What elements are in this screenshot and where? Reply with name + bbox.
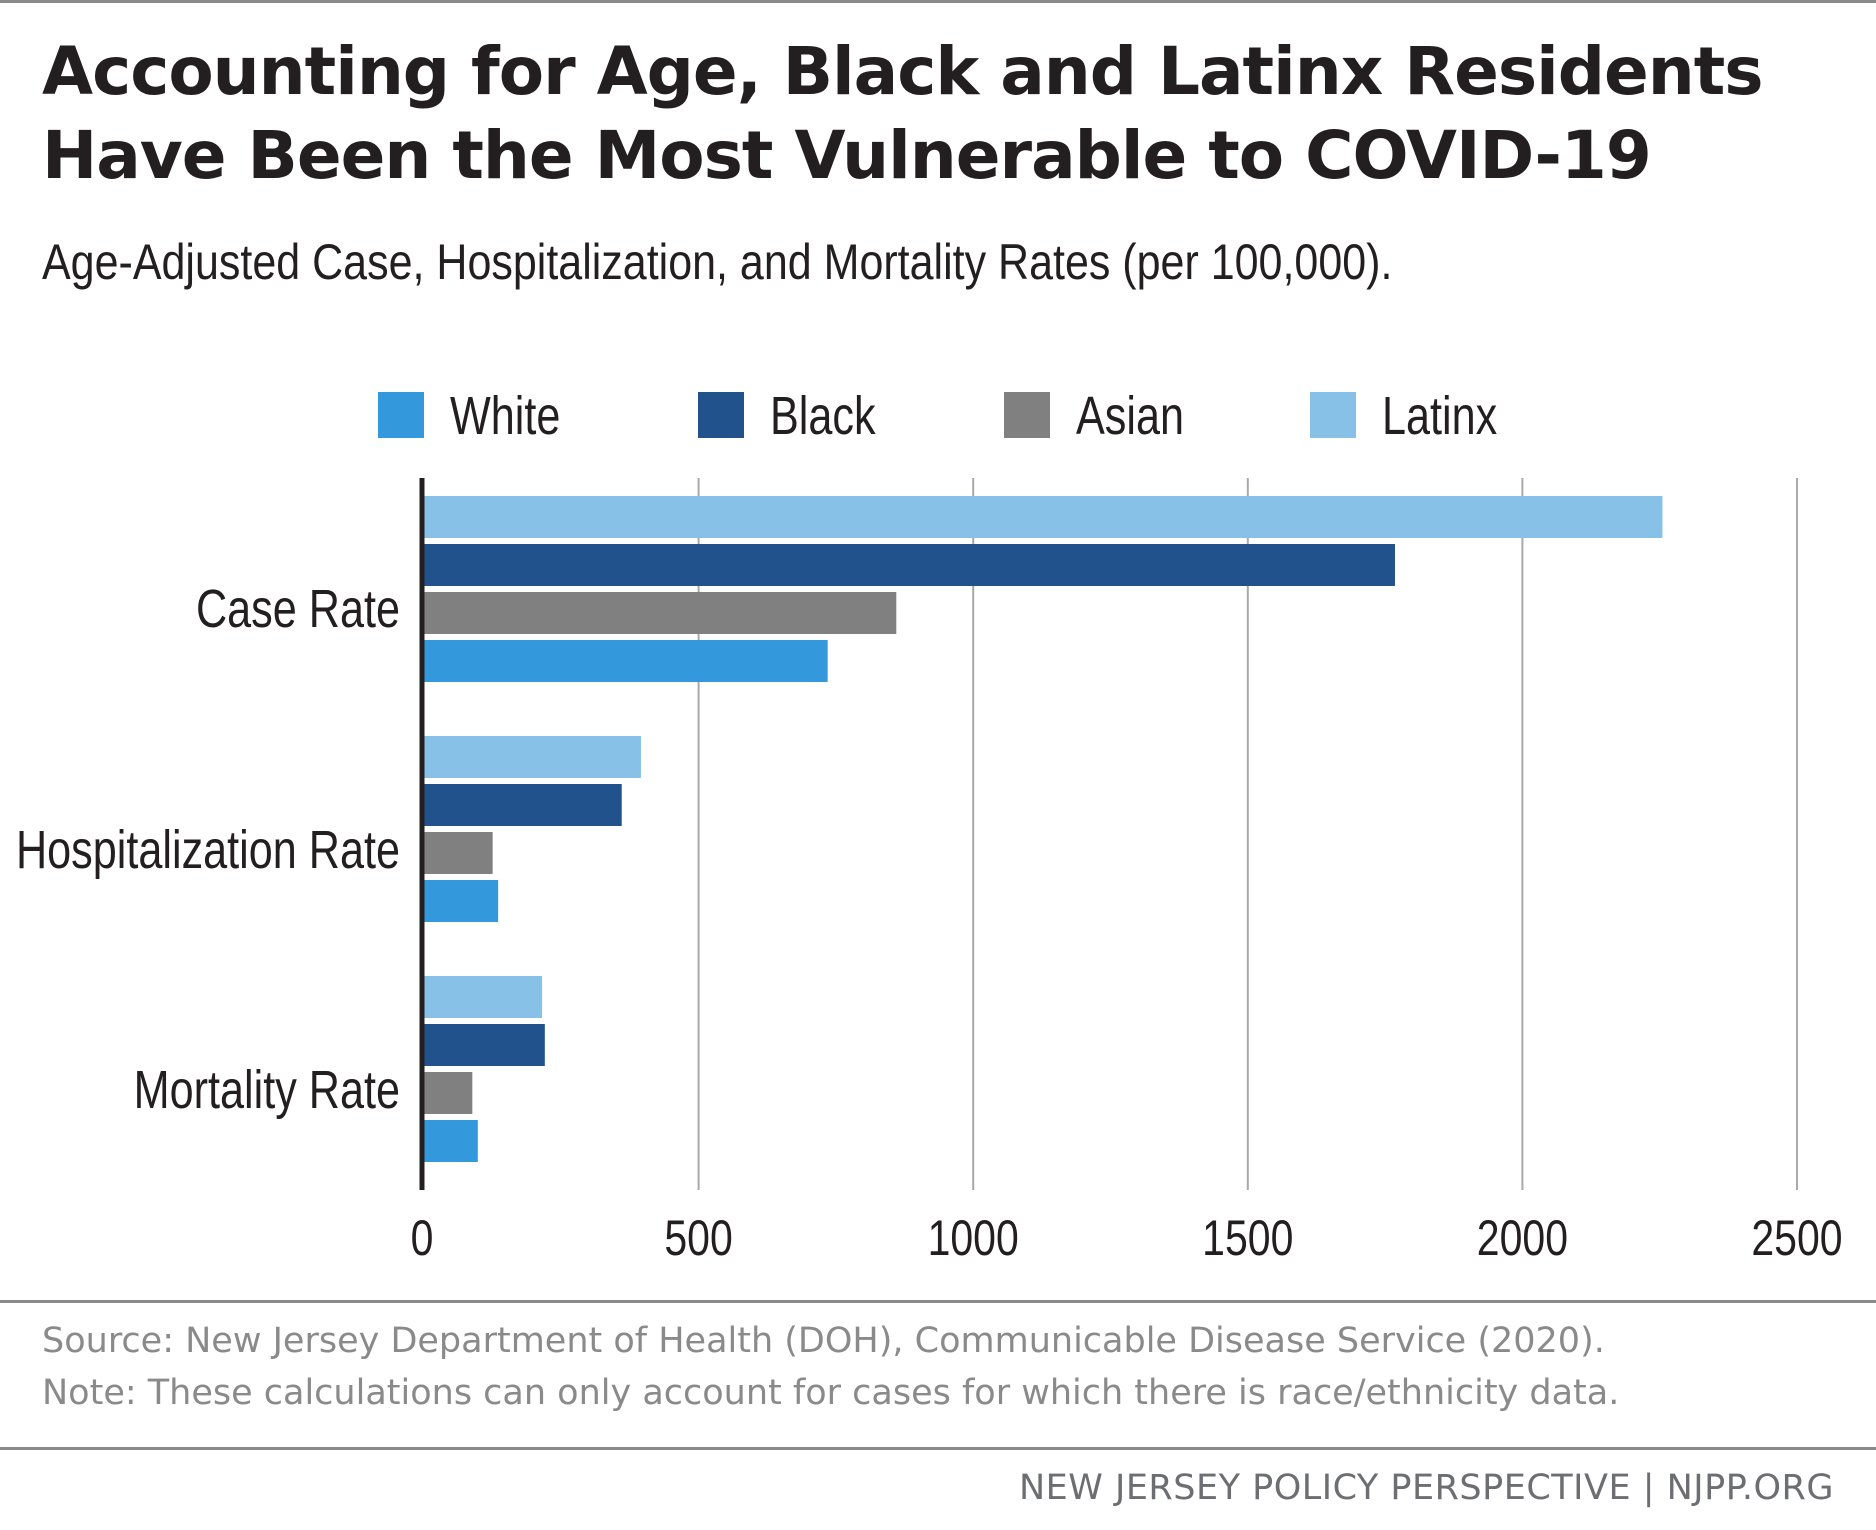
category-labels: Case Rate Hospitalization Rate Mortality R… [16, 580, 400, 1121]
bar-black-mortality-rate [424, 1024, 545, 1066]
bar-white-hospitalization-rate [424, 880, 498, 922]
bar-white-case-rate [424, 640, 828, 682]
legend: White Black Asian Latinx [378, 387, 1497, 447]
legend-item-asian: Asian [1004, 387, 1184, 447]
legend-item-latinx: Latinx [1310, 387, 1497, 447]
x-tick-label: 0 [411, 1210, 434, 1260]
bars [424, 496, 1662, 1162]
bar-latinx-case-rate [424, 496, 1662, 538]
legend-label: Black [770, 387, 876, 447]
legend-swatch [1004, 392, 1050, 438]
bar-asian-mortality-rate [424, 1072, 472, 1114]
bar-black-case-rate [424, 544, 1395, 586]
bar-asian-hospitalization-rate [424, 832, 493, 874]
data-note: Note: These calculations can only accoun… [42, 1367, 1842, 1419]
legend-label: Latinx [1382, 387, 1497, 447]
x-tick-label: 2500 [1751, 1210, 1842, 1260]
legend-item-black: Black [698, 387, 876, 447]
chart-title: Accounting for Age, Black and Latinx Res… [42, 30, 1842, 198]
bar-chart: White Black Asian Latinx Case Rate Hospitali… [0, 360, 1876, 1260]
footer-rule-top [0, 1300, 1876, 1303]
legend-label: White [450, 387, 560, 447]
x-tick-label: 1500 [1202, 1210, 1293, 1260]
brand-footer: NEW JERSEY POLICY PERSPECTIVE | NJPP.ORG [1019, 1468, 1834, 1508]
bar-latinx-mortality-rate [424, 976, 542, 1018]
bar-black-hospitalization-rate [424, 784, 622, 826]
x-tick-label: 500 [664, 1210, 732, 1260]
chart-subtitle: Age-Adjusted Case, Hospitalization, and … [42, 232, 1590, 292]
source-note: Source: New Jersey Department of Health … [42, 1315, 1842, 1367]
legend-swatch [698, 392, 744, 438]
legend-swatch [378, 392, 424, 438]
x-tick-label: 2000 [1477, 1210, 1568, 1260]
legend-label: Asian [1076, 387, 1184, 447]
category-label: Case Rate [196, 580, 400, 640]
category-label: Mortality Rate [134, 1061, 400, 1121]
bar-white-mortality-rate [424, 1120, 478, 1162]
title-line-2: Have Been the Most Vulnerable to COVID-1… [42, 117, 1651, 194]
footer-notes: Source: New Jersey Department of Health … [42, 1315, 1842, 1419]
category-label: Hospitalization Rate [16, 821, 400, 881]
footer-rule-bottom [0, 1447, 1876, 1450]
top-rule [0, 0, 1876, 3]
x-tick-label: 1000 [928, 1210, 1019, 1260]
legend-item-white: White [378, 387, 560, 447]
x-tick-labels: 0 500 1000 1500 2000 2500 [411, 1210, 1843, 1260]
legend-swatch [1310, 392, 1356, 438]
title-line-1: Accounting for Age, Black and Latinx Res… [42, 33, 1763, 110]
bar-latinx-hospitalization-rate [424, 736, 641, 778]
bar-asian-case-rate [424, 592, 896, 634]
